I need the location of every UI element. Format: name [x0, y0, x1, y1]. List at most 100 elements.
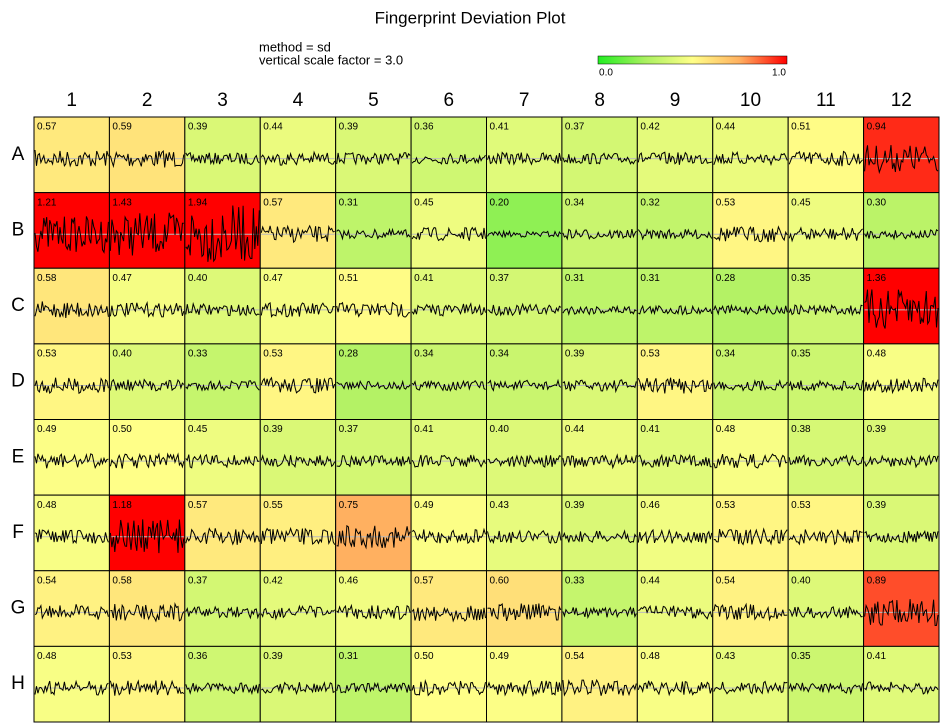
- cell-value-label: 0.34: [716, 349, 736, 360]
- cell-value-label: 0.36: [188, 651, 208, 662]
- trace: [637, 453, 712, 468]
- cell: [259, 343, 337, 420]
- cell-value-label: 1.18: [112, 500, 132, 511]
- cell-value-label: 0.49: [37, 424, 57, 435]
- trace: [336, 681, 411, 694]
- trace: [185, 453, 260, 469]
- cell: [335, 419, 412, 496]
- cell: [259, 570, 337, 647]
- cell-value-label: 0.41: [640, 424, 660, 435]
- cell: [259, 645, 337, 723]
- trace: [638, 304, 713, 316]
- cell: [787, 192, 865, 269]
- cell-value-label: 0.34: [490, 349, 510, 360]
- cell-value-label: 0.32: [640, 197, 660, 208]
- cell-value-label: 0.38: [791, 424, 811, 435]
- trace: [637, 228, 713, 241]
- trace: [487, 229, 562, 239]
- trace: [637, 151, 712, 165]
- row-label: B: [12, 219, 25, 240]
- cell-value-label: 0.35: [791, 651, 811, 662]
- trace: [109, 519, 185, 554]
- cell-value-label: 0.48: [37, 651, 57, 662]
- cell-value-label: 0.48: [867, 349, 887, 360]
- trace: [411, 152, 486, 165]
- cell-value-label: 0.41: [414, 424, 434, 435]
- trace: [713, 452, 788, 469]
- row-label: C: [11, 295, 25, 316]
- cell: [863, 267, 940, 345]
- cell: [259, 419, 337, 496]
- cell-value-label: 0.49: [490, 651, 510, 662]
- cell-value-label: 0.30: [867, 197, 887, 208]
- cell: [561, 645, 638, 723]
- trace: [637, 680, 713, 697]
- cell: [184, 116, 261, 194]
- trace: [562, 379, 637, 394]
- trace: [109, 150, 185, 169]
- column-label: 3: [217, 90, 228, 111]
- trace: [34, 377, 109, 395]
- trace: [864, 599, 939, 627]
- cell: [108, 494, 186, 572]
- cell-value-label: 0.44: [263, 122, 283, 133]
- cell: [184, 192, 261, 269]
- cell-value-label: 0.57: [414, 575, 434, 586]
- cell: [863, 570, 940, 647]
- cell-value-label: 0.44: [565, 424, 585, 435]
- trace: [487, 529, 562, 545]
- trace: [185, 205, 260, 263]
- cell-value-label: 0.39: [339, 122, 359, 133]
- trace: [261, 681, 335, 696]
- cell-value-label: 0.58: [112, 575, 132, 586]
- trace: [411, 379, 486, 392]
- cell-value-label: 0.31: [339, 197, 359, 208]
- trace: [336, 301, 411, 318]
- cell-value-label: 0.34: [565, 197, 585, 208]
- trace: [788, 605, 863, 619]
- trace: [34, 529, 109, 545]
- cell-value-label: 0.42: [263, 575, 283, 586]
- cell-value-label: 0.39: [867, 500, 887, 511]
- cell-value-label: 0.41: [414, 273, 434, 284]
- trace: [411, 454, 486, 468]
- trace: [562, 228, 637, 241]
- cell-value-label: 0.60: [490, 575, 510, 586]
- column-label: 7: [519, 90, 530, 111]
- cell-value-label: 0.53: [791, 500, 811, 511]
- cell-value-label: 0.40: [112, 349, 132, 360]
- cell-value-label: 0.31: [640, 273, 660, 284]
- trace: [109, 452, 185, 469]
- cell-value-label: 0.37: [490, 273, 510, 284]
- trace: [109, 378, 185, 392]
- trace: [713, 602, 788, 622]
- trace: [34, 149, 109, 168]
- trace: [788, 304, 863, 317]
- trace: [864, 145, 939, 175]
- trace: [788, 681, 864, 696]
- cell-value-label: 0.35: [791, 273, 811, 284]
- cell-value-label: 0.39: [263, 424, 283, 435]
- trace: [336, 603, 411, 620]
- trace: [713, 379, 788, 392]
- cell: [787, 645, 865, 723]
- cell: [863, 645, 940, 723]
- trace: [713, 150, 788, 167]
- cell-value-label: 0.44: [716, 122, 736, 133]
- trace: [713, 680, 788, 695]
- trace: [713, 225, 788, 243]
- cell-value-label: 0.46: [640, 500, 660, 511]
- cell-value-label: 0.41: [867, 651, 887, 662]
- trace: [788, 529, 863, 546]
- cell-value-label: 0.31: [565, 273, 585, 284]
- cell: [636, 116, 714, 194]
- cell-value-label: 0.20: [490, 197, 510, 208]
- column-label: 4: [293, 90, 304, 111]
- trace: [637, 528, 713, 544]
- cell-value-label: 0.33: [188, 349, 208, 360]
- cell-value-label: 1.21: [37, 197, 57, 208]
- trace: [864, 377, 939, 395]
- trace: [487, 151, 562, 166]
- cell: [863, 343, 940, 420]
- cell-value-label: 0.48: [716, 424, 736, 435]
